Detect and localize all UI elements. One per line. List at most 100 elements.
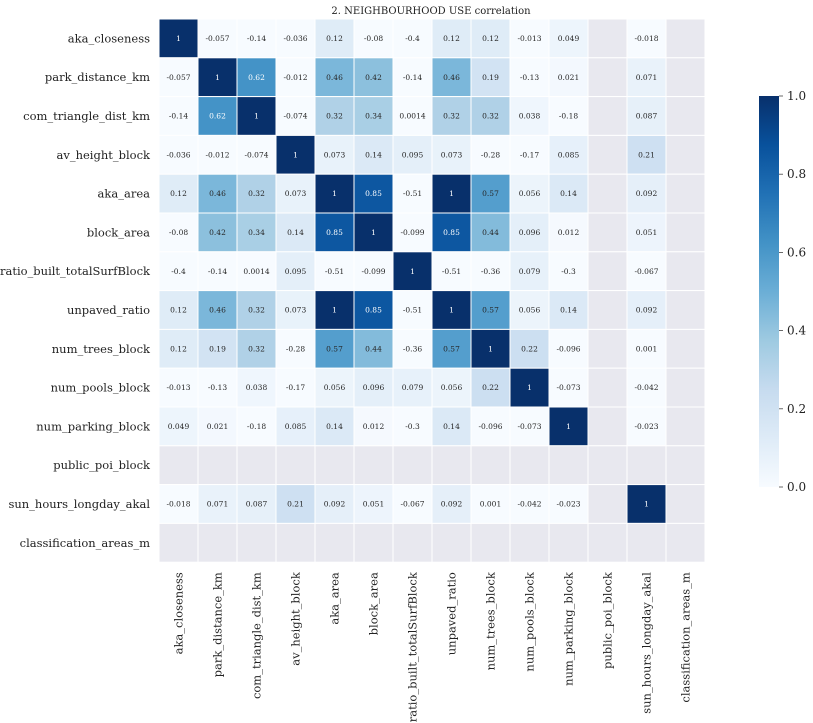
cell-value-label: 1 xyxy=(644,500,649,509)
cell-value-label: -0.28 xyxy=(481,150,500,159)
cell-value-label: -0.4 xyxy=(171,267,186,276)
cell-value-label: 0.46 xyxy=(326,73,343,82)
cell-value-label: 0.46 xyxy=(209,189,226,198)
heatmap-cell xyxy=(509,445,550,486)
heatmap-cell xyxy=(158,173,199,214)
cell-value-label: -0.14 xyxy=(403,73,422,82)
heatmap-cell xyxy=(665,445,706,486)
heatmap-cells: 1 -0.057 -0.14 -0.036 0.12 -0.08 -0.4 0.12 0.12 -… xyxy=(158,18,706,563)
cell-value-label: 0.056 xyxy=(519,189,541,198)
cell-value-label: 0.57 xyxy=(326,344,343,353)
cell-value-label: 0.073 xyxy=(285,189,307,198)
cell-value-label: -0.013 xyxy=(517,34,541,43)
cell-value-label: 0.001 xyxy=(636,344,657,353)
heatmap-cell xyxy=(392,212,433,253)
cell-value-label: 0.14 xyxy=(560,189,577,198)
heatmap-cell xyxy=(665,173,706,214)
heatmap-cell xyxy=(392,406,433,447)
cell-value-label: -0.3 xyxy=(405,422,420,431)
cell-value-label: 0.32 xyxy=(248,306,265,315)
column-label: classification_areas_m xyxy=(679,572,693,702)
cell-value-label: 0.46 xyxy=(209,306,226,315)
chart-title: 2. NEIGHBOURHOOD USE correlation xyxy=(331,6,531,17)
cell-value-label: 0.19 xyxy=(209,344,226,353)
heatmap-cell xyxy=(275,445,316,486)
cell-value-label: -0.012 xyxy=(205,150,229,159)
heatmap-cell xyxy=(314,522,355,563)
cell-value-label: 0.056 xyxy=(324,383,346,392)
heatmap-cell xyxy=(431,173,472,214)
column-label: ratio_built_totalSurfBlock xyxy=(406,571,420,722)
cell-value-label: 0.0014 xyxy=(399,112,425,121)
row-label: com_triangle_dist_km xyxy=(23,109,150,123)
heatmap-cell xyxy=(665,328,706,369)
cell-value-label: 0.62 xyxy=(209,112,226,121)
cell-value-label: -0.067 xyxy=(400,500,424,509)
row-label: num_pools_block xyxy=(51,381,151,395)
column-label: aka_area xyxy=(328,572,342,625)
cell-value-label: -0.073 xyxy=(556,383,580,392)
cell-value-label: 0.092 xyxy=(636,306,658,315)
heatmap-cell xyxy=(314,173,355,214)
row-label: public_poi_block xyxy=(53,458,151,472)
heatmap-cell xyxy=(392,367,433,408)
heatmap-cell xyxy=(548,57,589,98)
heatmap-cell xyxy=(236,328,277,369)
heatmap-cell xyxy=(587,367,628,408)
heatmap-cell xyxy=(197,406,238,447)
heatmap-cell xyxy=(353,173,394,214)
cell-value-label: -0.13 xyxy=(520,73,539,82)
heatmap-cell xyxy=(158,406,199,447)
heatmap-cell xyxy=(470,57,511,98)
cell-value-label: -0.099 xyxy=(400,228,424,237)
cell-value-label: 0.85 xyxy=(443,228,460,237)
heatmap-cell xyxy=(353,522,394,563)
heatmap-cell xyxy=(158,251,199,292)
column-label: park_distance_km xyxy=(211,572,225,677)
cell-value-label: 0.42 xyxy=(365,73,382,82)
cell-value-label: -0.18 xyxy=(247,422,266,431)
cell-value-label: 0.44 xyxy=(482,228,499,237)
heatmap-cell xyxy=(236,522,277,563)
heatmap-cell xyxy=(392,173,433,214)
heatmap-cell xyxy=(431,18,472,59)
heatmap-cell xyxy=(626,445,667,486)
heatmap-cell xyxy=(548,406,589,447)
row-label: ratio_built_totalSurfBlock xyxy=(0,264,151,278)
heatmap-cell xyxy=(509,251,550,292)
heatmap-cell xyxy=(626,367,667,408)
heatmap-cell xyxy=(275,57,316,98)
cell-value-label: 0.079 xyxy=(402,383,424,392)
heatmap-cell xyxy=(353,328,394,369)
cell-value-label: -0.018 xyxy=(166,500,190,509)
cell-value-label: -0.08 xyxy=(364,34,383,43)
cell-value-label: -0.012 xyxy=(283,73,307,82)
cell-value-label: 0.32 xyxy=(326,112,343,121)
cell-value-label: -0.17 xyxy=(520,150,539,159)
heatmap-cell xyxy=(431,406,472,447)
heatmap-cell xyxy=(236,445,277,486)
cell-value-label: 0.32 xyxy=(248,189,265,198)
heatmap-cell xyxy=(587,212,628,253)
cell-value-label: 0.12 xyxy=(482,34,499,43)
cell-value-label: 0.12 xyxy=(443,34,460,43)
cell-value-label: 0.85 xyxy=(365,306,382,315)
heatmap-cell xyxy=(353,406,394,447)
heatmap-cell xyxy=(236,96,277,136)
heatmap-cell xyxy=(548,328,589,369)
heatmap-cell xyxy=(431,212,472,253)
heatmap-cell xyxy=(665,18,706,59)
heatmap-cell xyxy=(665,96,706,136)
heatmap-cell xyxy=(470,251,511,292)
heatmap-cell xyxy=(314,57,355,98)
cell-value-label: 0.14 xyxy=(365,150,382,159)
cell-value-label: 0.073 xyxy=(324,150,346,159)
heatmap-cell xyxy=(314,251,355,292)
colorbar-gradient xyxy=(759,96,779,487)
heatmap-cell xyxy=(197,18,238,59)
cell-value-label: 1 xyxy=(527,383,532,392)
colorbar-tick-label: 0.6 xyxy=(787,245,806,259)
column-label: num_parking_block xyxy=(562,571,576,686)
heatmap-cell xyxy=(353,57,394,98)
heatmap-cell xyxy=(392,445,433,486)
